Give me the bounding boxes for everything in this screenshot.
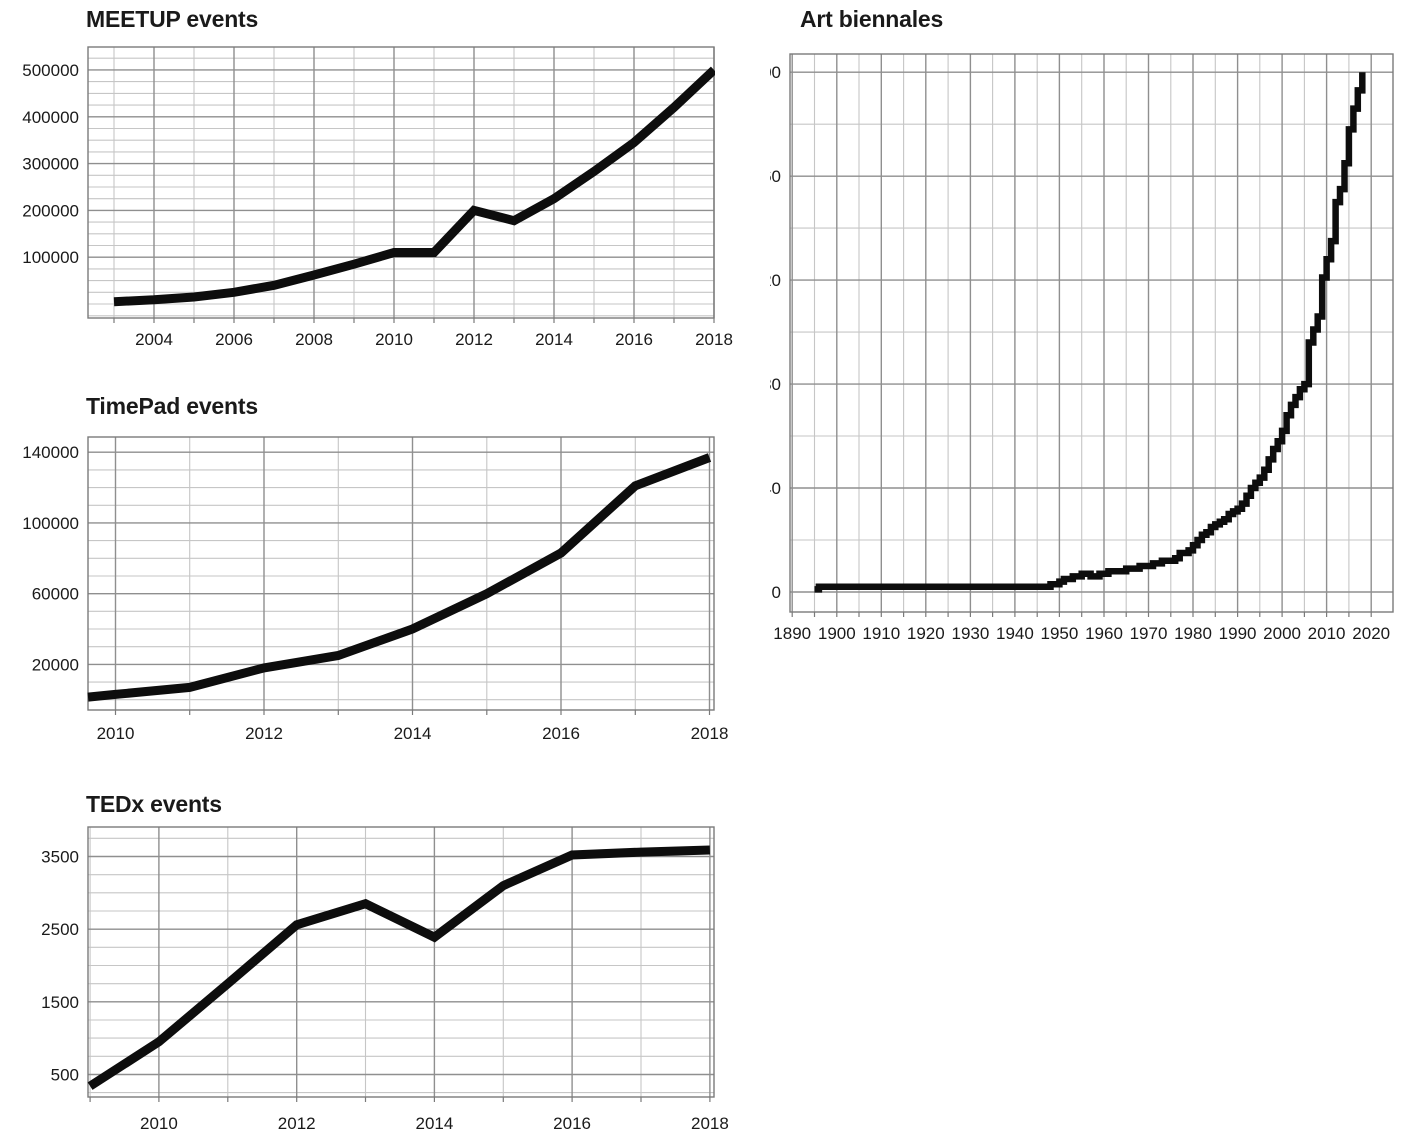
x-tick-label: 1940 bbox=[996, 624, 1034, 643]
grid bbox=[88, 827, 714, 1102]
art-biennales-plot: 0 40 80 120 160 200 1890 1900 1910 1920 1930 1940 19… bbox=[770, 53, 1394, 643]
x-tick-label: 1890 bbox=[773, 624, 811, 643]
x-tick-label: 1960 bbox=[1085, 624, 1123, 643]
y-tick-label: 160 bbox=[770, 167, 781, 186]
x-tick-label: 2012 bbox=[278, 1114, 316, 1133]
art-biennales-data-line bbox=[814, 72, 1366, 593]
axis-labels: 0 40 80 120 160 200 1890 1900 1910 1920 1930 1940 19… bbox=[770, 63, 1390, 643]
x-tick-label: 2016 bbox=[553, 1114, 591, 1133]
y-tick-label: 40 bbox=[770, 479, 781, 498]
x-tick-label: 2016 bbox=[542, 724, 580, 743]
axis-labels: 100000 200000 300000 400000 500000 2004 2006 20… bbox=[22, 61, 733, 349]
axis-ticks bbox=[791, 612, 1372, 617]
plot-border bbox=[87, 46, 715, 319]
x-tick-label: 2018 bbox=[695, 330, 733, 349]
chart-title: TEDx events bbox=[86, 791, 222, 817]
timepad-events-data-line bbox=[87, 453, 712, 702]
y-tick-label: 60000 bbox=[32, 585, 79, 604]
x-tick-label: 1900 bbox=[818, 624, 856, 643]
tedx-events-plot: 500 1500 2500 3500 2010 2012 2014 2016 2018 bbox=[41, 826, 729, 1134]
x-tick-label: 2000 bbox=[1263, 624, 1301, 643]
y-tick-label: 0 bbox=[772, 583, 781, 602]
x-tick-label: 2014 bbox=[535, 330, 573, 349]
x-tick-label: 1920 bbox=[907, 624, 945, 643]
chart-title: MEETUP events bbox=[86, 6, 259, 32]
x-tick-label: 2010 bbox=[97, 724, 135, 743]
y-tick-label: 80 bbox=[770, 375, 781, 394]
y-tick-label: 500 bbox=[51, 1066, 79, 1085]
x-tick-label: 1910 bbox=[862, 624, 900, 643]
x-tick-label: 2018 bbox=[691, 1114, 729, 1133]
y-tick-label: 100000 bbox=[22, 514, 79, 533]
y-tick-label: 500000 bbox=[22, 61, 79, 80]
x-tick-label: 1980 bbox=[1174, 624, 1212, 643]
x-tick-label: 2020 bbox=[1352, 624, 1390, 643]
plot-border bbox=[87, 826, 715, 1098]
meetup-events-data-line bbox=[113, 66, 715, 307]
y-tick-label: 2500 bbox=[41, 920, 79, 939]
x-tick-label: 1930 bbox=[951, 624, 989, 643]
x-tick-label: 2010 bbox=[1308, 624, 1346, 643]
grid bbox=[88, 437, 714, 715]
grid bbox=[88, 47, 715, 323]
y-tick-label: 200 bbox=[770, 63, 781, 82]
x-tick-label: 1990 bbox=[1219, 624, 1257, 643]
y-tick-label: 300000 bbox=[22, 155, 79, 174]
axis-ticks bbox=[113, 318, 715, 323]
plot-border bbox=[87, 436, 715, 711]
y-tick-label: 120 bbox=[770, 271, 781, 290]
chart-title: Art biennales bbox=[800, 6, 944, 32]
y-tick-label: 20000 bbox=[32, 655, 79, 674]
x-tick-label: 2014 bbox=[394, 724, 432, 743]
x-tick-label: 1950 bbox=[1040, 624, 1078, 643]
y-tick-label: 400000 bbox=[22, 108, 79, 127]
timepad-events-plot: 20000 60000 100000 140000 2010 2012 2014 2016 20… bbox=[22, 436, 728, 743]
y-tick-label: 3500 bbox=[41, 848, 79, 867]
grid bbox=[790, 54, 1393, 617]
x-tick-label: 2018 bbox=[691, 724, 729, 743]
x-tick-label: 1970 bbox=[1130, 624, 1168, 643]
axis-ticks bbox=[114, 710, 711, 715]
x-tick-label: 2016 bbox=[615, 330, 653, 349]
plot-border bbox=[789, 53, 1394, 613]
chart-title: TimePad events bbox=[86, 393, 258, 419]
meetup-events-plot: 100000 200000 300000 400000 500000 2004 2006 20… bbox=[22, 46, 733, 349]
x-tick-label: 2010 bbox=[375, 330, 413, 349]
axis-ticks bbox=[89, 1097, 711, 1102]
y-tick-label: 200000 bbox=[22, 201, 79, 220]
tedx-events-data-line bbox=[87, 845, 711, 1090]
x-tick-label: 2006 bbox=[215, 330, 253, 349]
axis-labels: 20000 60000 100000 140000 2010 2012 2014 2016 20… bbox=[22, 443, 728, 743]
x-tick-label: 2012 bbox=[455, 330, 493, 349]
axis-labels: 500 1500 2500 3500 2010 2012 2014 2016 2018 bbox=[41, 848, 729, 1134]
y-tick-label: 140000 bbox=[22, 443, 79, 462]
x-tick-label: 2004 bbox=[135, 330, 173, 349]
x-tick-label: 2010 bbox=[140, 1114, 178, 1133]
x-tick-label: 2012 bbox=[245, 724, 283, 743]
x-tick-label: 2008 bbox=[295, 330, 333, 349]
y-tick-label: 100000 bbox=[22, 248, 79, 267]
y-tick-label: 1500 bbox=[41, 993, 79, 1012]
x-tick-label: 2014 bbox=[415, 1114, 453, 1133]
